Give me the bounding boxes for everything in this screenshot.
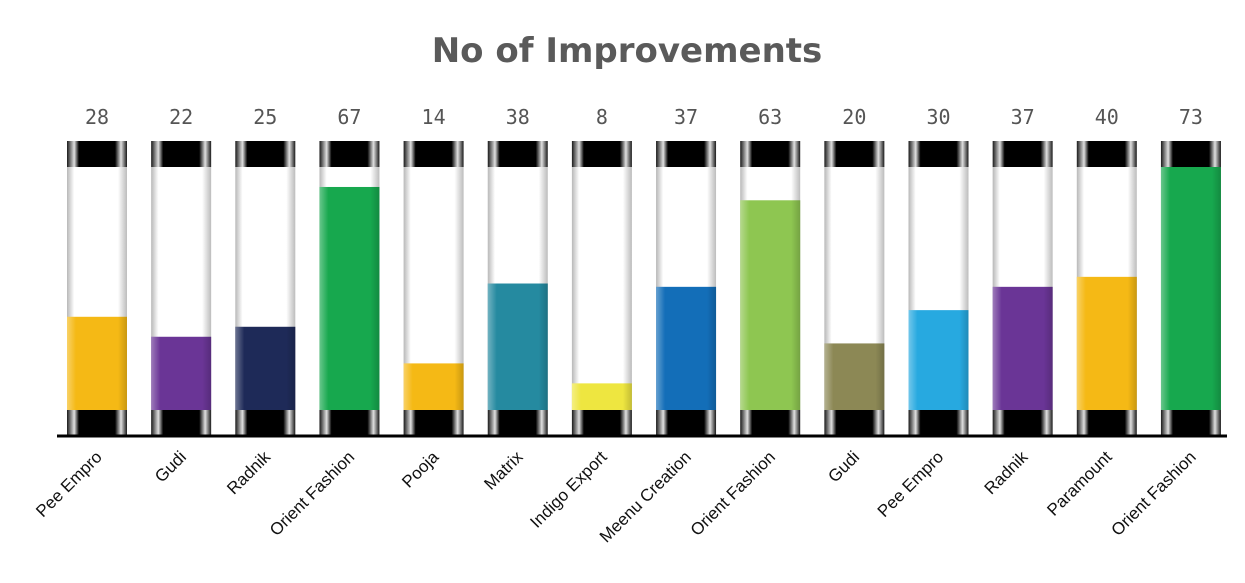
bar-shine (992, 286, 1053, 410)
category-label: Orient Fashion (1108, 447, 1200, 539)
tube-base (403, 410, 464, 436)
tube-top-cap (656, 141, 717, 167)
bar-shine (908, 310, 969, 410)
category-label: Gudi (151, 447, 190, 486)
data-label: 67 (337, 105, 361, 129)
category-label: Pee Empro (32, 447, 106, 521)
tube-top-cap (235, 141, 296, 167)
tube-base (908, 410, 969, 436)
tube-base (1160, 410, 1221, 436)
bar-shine (740, 200, 801, 410)
bars-layer: 28 Pee Empro 22 Gudi 25 Radnik 67 Orient Fashio… (32, 105, 1221, 546)
tube-glass (571, 167, 632, 410)
bar-group: 22 Gudi (151, 105, 212, 486)
bar-group: 14 Pooja (398, 105, 464, 492)
bar-group: 25 Radnik (223, 105, 296, 498)
category-label: Paramount (1043, 447, 1115, 519)
bar-group: 28 Pee Empro (32, 105, 127, 521)
category-label: Orient Fashion (266, 447, 358, 539)
bar-group: 30 Pee Empro (874, 105, 969, 521)
data-label: 22 (169, 105, 193, 129)
category-label: Pooja (398, 447, 443, 492)
category-label: Indigo Export (526, 447, 610, 531)
tube-top-cap (1076, 141, 1137, 167)
bar-shine (1076, 276, 1137, 410)
data-label: 8 (596, 105, 608, 129)
bar-group: 63 Orient Fashion (687, 105, 801, 540)
bar-group: 37 Radnik (981, 105, 1053, 498)
tube-base (824, 410, 885, 436)
data-label: 30 (926, 105, 950, 129)
data-label: 73 (1179, 105, 1203, 129)
bar-shine (235, 326, 296, 410)
tube-base (151, 410, 212, 436)
tube-base (740, 410, 801, 436)
category-label: Orient Fashion (687, 447, 779, 539)
chart-title: No of Improvements (432, 31, 823, 71)
tube-top-cap (992, 141, 1053, 167)
bar-shine (151, 336, 212, 410)
bar-shine (1160, 167, 1221, 410)
bar-shine (487, 283, 548, 410)
data-label: 37 (674, 105, 698, 129)
category-label: Pee Empro (874, 447, 948, 521)
data-label: 20 (842, 105, 866, 129)
tube-base (319, 410, 380, 436)
tube-top-cap (487, 141, 548, 167)
data-label: 28 (85, 105, 109, 129)
category-label: Radnik (223, 447, 274, 498)
tube-base (992, 410, 1053, 436)
tube-base (1076, 410, 1137, 436)
bar-group: 20 Gudi (824, 105, 885, 486)
tube-top-cap (67, 141, 127, 167)
tube-base (571, 410, 632, 436)
bar-shine (656, 286, 717, 410)
data-label: 25 (253, 105, 277, 129)
category-label: Radnik (981, 447, 1032, 498)
tube-top-cap (1160, 141, 1221, 167)
bar-shine (319, 186, 380, 410)
data-label: 63 (758, 105, 782, 129)
bar-group: 38 Matrix (480, 105, 548, 494)
bar-shine (403, 363, 464, 410)
tube-base (67, 410, 127, 436)
data-label: 14 (422, 105, 446, 129)
tube-top-cap (908, 141, 969, 167)
tube-top-cap (824, 141, 885, 167)
tube-top-cap (403, 141, 464, 167)
category-label: Matrix (480, 447, 527, 494)
tube-base (235, 410, 296, 436)
category-label: Meenu Creation (596, 447, 695, 546)
tube-top-cap (571, 141, 632, 167)
data-label: 40 (1095, 105, 1119, 129)
bar-shine (571, 383, 632, 410)
bar-shine (824, 343, 885, 410)
category-label: Gudi (824, 447, 863, 486)
tube-base (487, 410, 548, 436)
tube-top-cap (319, 141, 380, 167)
data-label: 37 (1011, 105, 1035, 129)
tube-top-cap (151, 141, 212, 167)
tube-base (656, 410, 717, 436)
bar-group: 40 Paramount (1043, 105, 1137, 520)
data-label: 38 (506, 105, 530, 129)
tube-top-cap (740, 141, 801, 167)
bar-shine (67, 316, 127, 410)
